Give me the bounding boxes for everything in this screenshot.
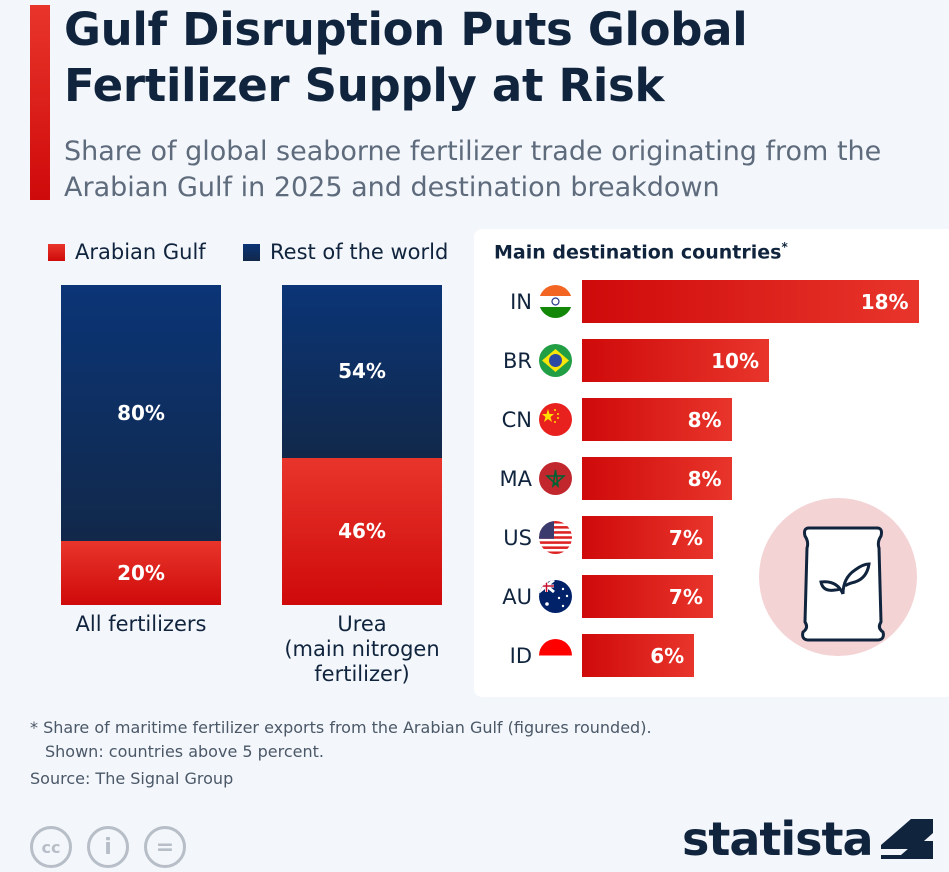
country-code: ID [509, 643, 532, 668]
panel-title-text: Main destination countries [494, 241, 782, 264]
bar-segment-rest-of-world: 80% [61, 285, 221, 541]
footnote-line: * Share of maritime fertilizer exports f… [30, 718, 652, 737]
destination-bar: 18% [582, 280, 919, 323]
bar-value-label: 6% [650, 643, 685, 668]
country-code: BR [503, 348, 532, 373]
bar-value-label: 8% [687, 407, 722, 432]
statista-logo-mark [880, 819, 933, 859]
bar-value-label: 8% [687, 466, 722, 491]
india-flag-icon [539, 285, 572, 318]
category-label: Urea (main nitrogen fertilizer) [284, 612, 440, 686]
morocco-flag-icon [539, 462, 572, 495]
destination-bar: 8% [582, 457, 732, 500]
footnote-line: Shown: countries above 5 percent. [45, 742, 324, 761]
destination-row: AU 7% [490, 575, 713, 618]
destination-bar: 7% [582, 516, 713, 559]
creative-commons-icon[interactable]: cc [30, 826, 72, 868]
country-code: AU [502, 584, 532, 609]
bar-segment-arabian-gulf: 46% [282, 457, 442, 605]
destination-bar: 7% [582, 575, 713, 618]
stacked-bar: 80% 20% [61, 285, 221, 605]
country-code: US [503, 525, 532, 550]
title-accent-bar [30, 5, 50, 200]
page-title: Gulf Disruption Puts Global Fertilizer S… [64, 3, 748, 112]
bar-value-label: 18% [860, 289, 909, 314]
legend-label: Arabian Gulf [75, 240, 206, 264]
logo-text: statista [682, 812, 874, 866]
destination-row: BR 10% [490, 339, 769, 382]
indonesia-flag-icon [539, 639, 572, 672]
footnote: * Share of maritime fertilizer exports f… [30, 716, 652, 764]
asterisk: * [781, 240, 788, 254]
legend-rest-of-world: Rest of the world [243, 240, 448, 264]
no-derivatives-icon[interactable]: = [144, 826, 186, 868]
destination-bar: 6% [582, 634, 695, 677]
destination-row: US 7% [490, 516, 713, 559]
usa-flag-icon [539, 521, 572, 554]
subtitle: Share of global seaborne fertilizer trad… [64, 136, 882, 203]
bar-segment-rest-of-world: 54% [282, 285, 442, 458]
destination-row: MA 8% [490, 457, 732, 500]
bar-value-label: 10% [711, 348, 759, 373]
country-code: CN [501, 407, 532, 432]
destination-bar: 10% [582, 339, 769, 382]
legend-swatch [243, 243, 260, 261]
australia-flag-icon [539, 580, 572, 613]
legend-swatch [48, 243, 65, 261]
category-label: All fertilizers [75, 612, 207, 636]
china-flag-icon [539, 403, 572, 436]
brazil-flag-icon [539, 344, 572, 377]
destination-row: ID 6% [490, 634, 695, 677]
country-code: IN [510, 289, 532, 314]
country-code: MA [499, 466, 532, 491]
bar-segment-arabian-gulf: 20% [61, 541, 221, 605]
statista-logo[interactable]: statista [682, 812, 933, 866]
source: Source: The Signal Group [30, 769, 234, 788]
fertilizer-bag-icon [759, 498, 917, 656]
panel-title: Main destination countries* [494, 240, 788, 263]
legend-label: Rest of the world [270, 240, 449, 264]
bar-value-label: 7% [668, 584, 703, 609]
stacked-bar: 54% 46% [282, 285, 442, 605]
bar-value-label: 7% [668, 525, 703, 550]
destination-row: CN 8% [490, 398, 732, 441]
destination-bar: 8% [582, 398, 732, 441]
attribution-icon[interactable]: i [87, 826, 129, 868]
destination-row: IN 18% [490, 280, 919, 323]
legend-arabian-gulf: Arabian Gulf [48, 240, 206, 264]
